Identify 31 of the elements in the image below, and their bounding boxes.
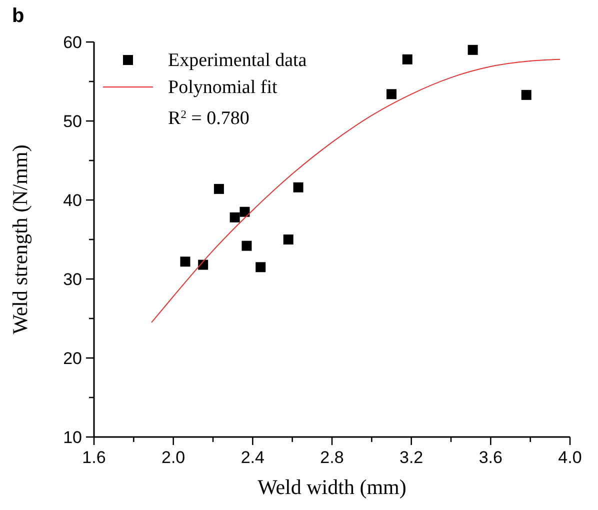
y-tick-label: 50 [63,112,82,131]
annotation: R$^{2}$ = 0.780 [168,108,250,129]
point [283,234,294,244]
y-tick-label: 10 [63,428,82,447]
x-tick-label: 1.6 [82,448,106,467]
x-tick-label: 2.0 [162,448,186,467]
point [180,256,190,267]
y-tick-label: 40 [63,191,82,210]
chart-title: b [12,5,24,27]
x-tick-label: 2.8 [320,448,344,467]
y-tick-label: 30 [63,270,82,289]
x-tick-label: 3.6 [478,448,502,467]
point [240,206,250,217]
legend-label: Polynomial fit [168,77,278,98]
legend-label: Experimental data [168,50,308,71]
point [242,240,252,251]
point [230,212,240,222]
x-tick-label: 3.2 [400,448,424,467]
point [402,54,412,64]
point [468,44,478,55]
point [386,89,396,100]
point [214,184,224,194]
x-axis-title: Weld width (mm) [258,475,406,499]
point [256,262,266,272]
y-tick-label: 20 [63,349,82,368]
x-tick-label: 2.4 [240,448,264,467]
point [521,90,532,100]
point [293,182,304,192]
y-tick-label: 60 [63,33,82,52]
x-tick-label: 4.0 [558,448,582,467]
y-axis-title: Weld strength (N/mm) [8,144,32,334]
